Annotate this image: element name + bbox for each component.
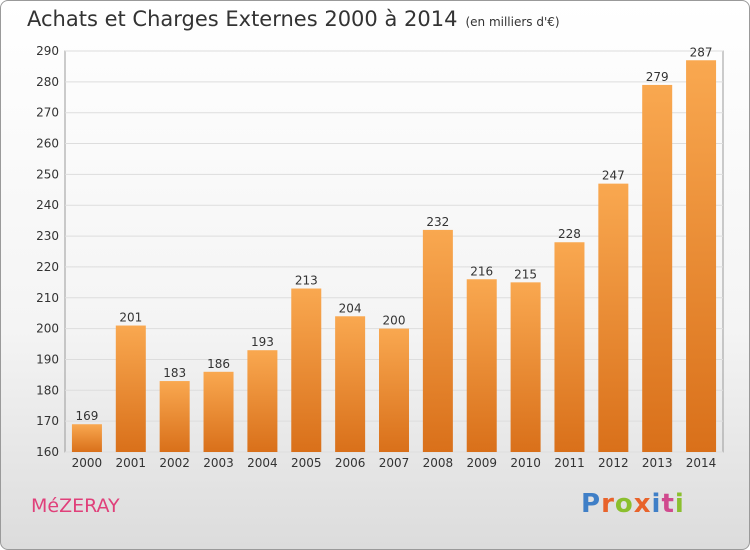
y-tick-label: 240	[36, 198, 59, 212]
value-label-2008: 232	[426, 215, 449, 229]
x-tick-label-2004: 2004	[247, 456, 278, 470]
y-tick-label: 210	[36, 291, 59, 305]
bar-2005	[291, 288, 322, 452]
bar-2013	[642, 84, 673, 452]
x-tick-label-2013: 2013	[642, 456, 673, 470]
bar-2002	[159, 381, 190, 452]
bar-2001	[115, 325, 146, 452]
x-tick-label-2012: 2012	[598, 456, 629, 470]
y-tick-label: 200	[36, 322, 59, 336]
logo-letter: P	[581, 489, 602, 519]
bar-2004	[247, 350, 278, 452]
y-tick-label: 170	[36, 414, 59, 428]
bar-2006	[335, 316, 366, 452]
value-label-2004: 193	[251, 335, 274, 349]
bar-2007	[379, 328, 409, 452]
y-tick-label: 250	[36, 167, 59, 181]
chart-title: Achats et Charges Externes 2000 à 2014 (e…	[27, 7, 560, 31]
y-tick-label: 220	[36, 260, 59, 274]
x-tick-label-2014: 2014	[686, 456, 717, 470]
y-tick-label: 290	[36, 44, 59, 58]
bar-2003	[203, 371, 234, 452]
value-label-2000: 169	[75, 409, 98, 423]
commune-name: MéZERAY	[31, 495, 120, 517]
y-tick-label: 270	[36, 106, 59, 120]
value-label-2010: 215	[514, 267, 537, 281]
y-tick-label: 230	[36, 229, 59, 243]
value-label-2011: 228	[558, 227, 581, 241]
value-label-2001: 201	[119, 311, 142, 325]
logo-letter: i	[674, 489, 685, 519]
bar-2012	[598, 183, 629, 452]
y-tick-label: 160	[36, 445, 59, 459]
bar-2000	[71, 424, 102, 452]
unit-label: (en milliers d'€)	[465, 15, 560, 29]
title-text: Achats et Charges Externes 2000 à 2014	[27, 7, 458, 31]
value-label-2007: 200	[383, 314, 406, 328]
x-tick-label-2008: 2008	[423, 456, 454, 470]
bar-2009	[466, 279, 497, 452]
logo-letter: i	[651, 489, 662, 519]
y-tick-label: 190	[36, 352, 59, 366]
value-label-2002: 183	[163, 366, 186, 380]
proxiti-logo: Proxiti	[581, 489, 685, 519]
logo-letter: x	[633, 489, 652, 519]
logo-letter: t	[661, 489, 675, 519]
bar-2011	[554, 242, 585, 452]
y-tick-label: 180	[36, 383, 59, 397]
x-tick-label-2011: 2011	[554, 456, 585, 470]
value-label-2014: 287	[690, 45, 713, 59]
x-tick-label-2009: 2009	[466, 456, 497, 470]
x-tick-label-2000: 2000	[72, 456, 103, 470]
y-tick-label: 280	[36, 75, 59, 89]
y-tick-label: 260	[36, 137, 59, 151]
bar-2010	[510, 282, 541, 452]
x-tick-label-2003: 2003	[203, 456, 234, 470]
x-tick-label-2005: 2005	[291, 456, 322, 470]
x-tick-label-2010: 2010	[510, 456, 541, 470]
value-label-2009: 216	[470, 264, 493, 278]
x-tick-label-2007: 2007	[379, 456, 410, 470]
x-tick-label-2002: 2002	[159, 456, 190, 470]
x-tick-label-2006: 2006	[335, 456, 366, 470]
x-tick-label-2001: 2001	[116, 456, 147, 470]
bar-2014	[686, 60, 717, 452]
value-label-2006: 204	[339, 301, 362, 315]
value-label-2003: 186	[207, 357, 230, 371]
logo-letter: o	[614, 489, 634, 519]
value-label-2012: 247	[602, 169, 625, 183]
value-label-2013: 279	[646, 70, 669, 84]
value-label-2005: 213	[295, 274, 318, 288]
logo-letter: r	[601, 489, 615, 519]
bar-2008	[422, 229, 453, 452]
